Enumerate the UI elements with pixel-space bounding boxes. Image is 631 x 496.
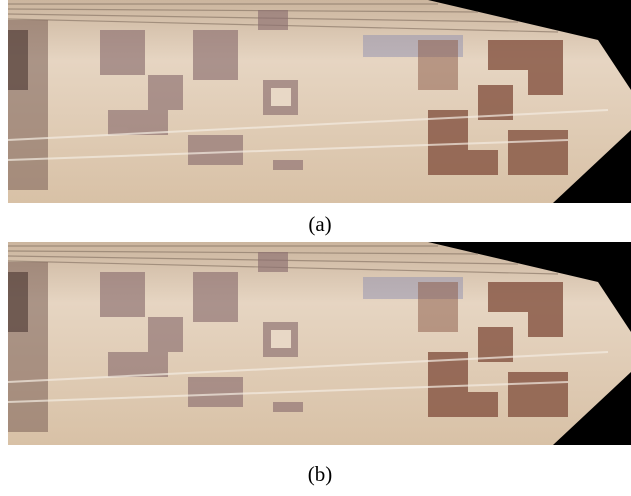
- caption: (a): [308, 212, 331, 236]
- panel-image: [8, 242, 631, 445]
- panel-image: [8, 0, 631, 203]
- figure: (a) (b): [0, 0, 631, 496]
- figure-svg: (a) (b): [0, 0, 631, 496]
- caption: (b): [308, 462, 333, 486]
